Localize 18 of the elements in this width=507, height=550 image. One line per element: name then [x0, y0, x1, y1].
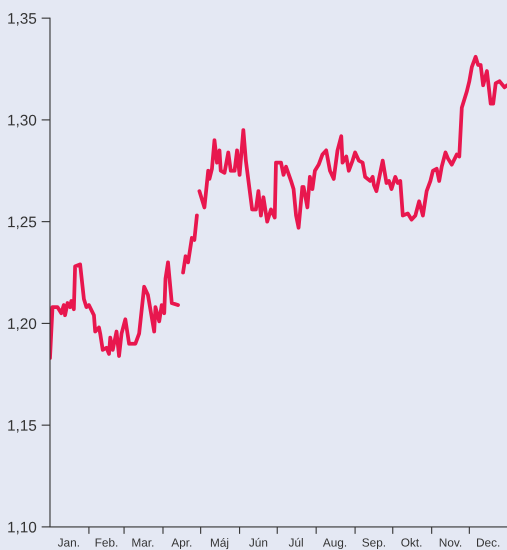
x-tick-label: Nov.	[440, 538, 462, 547]
y-tick-label: 1,20	[8, 318, 36, 331]
x-tick-label: Júl	[288, 538, 303, 547]
x-tick-label: Feb.	[96, 538, 118, 547]
x-tick-label: Jún	[249, 538, 268, 547]
y-tick-label: 1,30	[8, 114, 36, 128]
x-tick-label: Máj	[210, 538, 228, 550]
x-tick-label: Dec.	[477, 538, 500, 547]
x-tick-label: Apr.	[171, 538, 192, 550]
y-tick-label: 1,15	[8, 420, 36, 433]
x-tick-label: Okt.	[401, 538, 422, 547]
x-tick-label: Sep.	[362, 538, 385, 550]
x-tick-label: Jan.	[58, 538, 79, 547]
y-tick-label: 1,10	[8, 522, 36, 534]
y-tick-label: 1,35	[8, 13, 36, 26]
y-tick-label: 1,25	[8, 216, 36, 230]
x-tick-label: Aug.	[322, 538, 346, 550]
x-tick-label: Mar.	[132, 538, 154, 547]
